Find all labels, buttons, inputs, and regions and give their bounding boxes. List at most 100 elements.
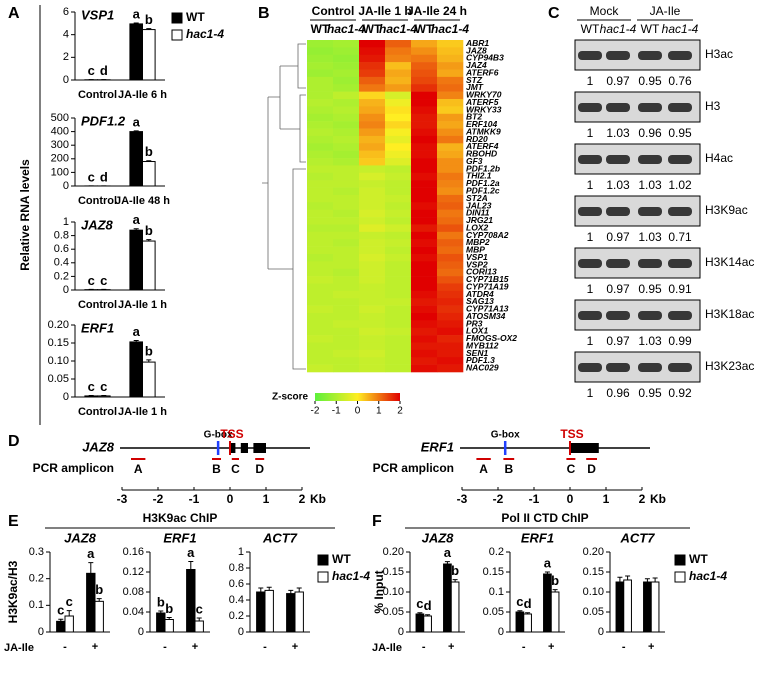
panel-label: F [372, 513, 382, 530]
heatmap-cell [411, 364, 438, 373]
heatmap-cell [437, 327, 464, 336]
heatmap-cell [411, 54, 438, 63]
blot-band [668, 103, 692, 112]
heatmap-cell [411, 99, 438, 107]
bar [650, 581, 660, 633]
heatmap-cell [437, 209, 464, 218]
heatmap-cell [385, 121, 412, 129]
heatmap-cell [385, 113, 412, 122]
band-intensity: 0.99 [668, 334, 692, 348]
y-tick-label: 0.1 [29, 599, 44, 611]
blot-band [638, 363, 662, 372]
significance-letter: b [157, 594, 165, 609]
significance-letter: a [444, 545, 452, 560]
heatmap-cell [359, 202, 386, 210]
row-label: CYP71A19 [466, 281, 509, 291]
heatmap-cell [385, 202, 412, 210]
row-label: ATERF5 [465, 97, 499, 107]
bar [623, 579, 632, 633]
y-tick-label: 0 [38, 626, 44, 638]
heatmap-cell [307, 135, 334, 144]
band-intensity: 1.03 [638, 334, 662, 348]
exon [230, 443, 236, 453]
scale-tick-label: 2 [639, 492, 646, 506]
legend-swatch [674, 554, 686, 566]
x-tick-label: + [292, 641, 298, 653]
significance-letter: a [544, 555, 552, 570]
heatmap-cell [333, 47, 360, 56]
heatmap-cell [437, 283, 464, 292]
heatmap-cell [359, 253, 386, 262]
y-tick-label: 0 [598, 626, 604, 638]
legend-swatch [317, 554, 329, 566]
heatmap-cell [359, 305, 386, 314]
heatmap-cell [359, 54, 386, 63]
heatmap-cell [359, 276, 386, 284]
y-tick-label: 0.10 [383, 586, 404, 598]
x-tick-label: - [163, 641, 167, 653]
significance-letter: d [100, 169, 108, 184]
y-tick-label: 0.20 [383, 546, 404, 558]
row-label: CYP94B3 [466, 53, 504, 63]
heatmap-cell [411, 194, 438, 203]
band-intensity: 1 [587, 282, 594, 296]
amplicon-label: B [504, 462, 513, 476]
y-tick-label: 0.2 [54, 270, 69, 282]
heatmap-cell [437, 246, 464, 255]
heatmap-cell [307, 335, 334, 343]
heatmap-cell [385, 305, 412, 314]
heatmap-cell [333, 187, 360, 196]
y-tick-label: 0.4 [54, 257, 69, 269]
heatmap-cell [411, 209, 438, 218]
colorbar-tick-label: -1 [332, 406, 341, 417]
bar [142, 29, 156, 81]
heatmap-cell [307, 84, 334, 92]
significance-letter: c [88, 63, 95, 78]
row-label: JAZ8 [466, 45, 487, 55]
scale-tick-label: -2 [493, 492, 504, 506]
significance-letter: c [88, 379, 95, 394]
heatmap-cell [359, 69, 386, 78]
x-tick-label: Control [78, 299, 117, 311]
heatmap-cell [385, 172, 412, 181]
heatmap-cell [411, 335, 438, 343]
amplicon-label: A [479, 462, 488, 476]
legend-label: hac1-4 [689, 569, 727, 583]
significance-letter: b [451, 563, 459, 578]
y-tick-label: 0 [238, 626, 244, 638]
heatmap-cell [359, 364, 386, 373]
column-label: hac1-4 [327, 22, 365, 36]
legend-swatch [674, 571, 686, 583]
error-bar [552, 589, 558, 592]
y-tick-label: 2 [63, 51, 69, 63]
heatmap-cell [385, 150, 412, 159]
heatmap-cell [385, 76, 412, 85]
heatmap-cell [385, 47, 412, 56]
y-tick-label: 0.10 [583, 586, 604, 598]
chart-title: ERF1 [521, 530, 554, 545]
bar [86, 572, 96, 633]
heatmap-cell [411, 246, 438, 255]
heatmap-cell [411, 231, 438, 240]
error-bar [96, 598, 102, 602]
heatmap-cell [359, 342, 386, 351]
heatmap-cell [385, 276, 412, 284]
heatmap-cell [411, 239, 438, 247]
heatmap-cell [385, 290, 412, 299]
heatmap-cell [359, 224, 386, 233]
blot-band [668, 311, 692, 320]
heatmap-cell [385, 62, 412, 70]
blot-group-label: JA-Ile [650, 4, 681, 18]
y-tick-label: 0 [63, 284, 69, 296]
y-tick-label: 0.8 [54, 230, 69, 242]
band-intensity: 0.97 [606, 74, 630, 88]
heatmap-cell [385, 187, 412, 196]
row-label: RD20 [466, 134, 488, 144]
heatmap-cell [359, 312, 386, 321]
amplicon-label: B [212, 462, 221, 476]
heatmap-cell [333, 298, 360, 306]
y-tick-label: 1 [63, 216, 69, 228]
heatmap-cell [411, 180, 438, 188]
blot-band [606, 363, 630, 372]
